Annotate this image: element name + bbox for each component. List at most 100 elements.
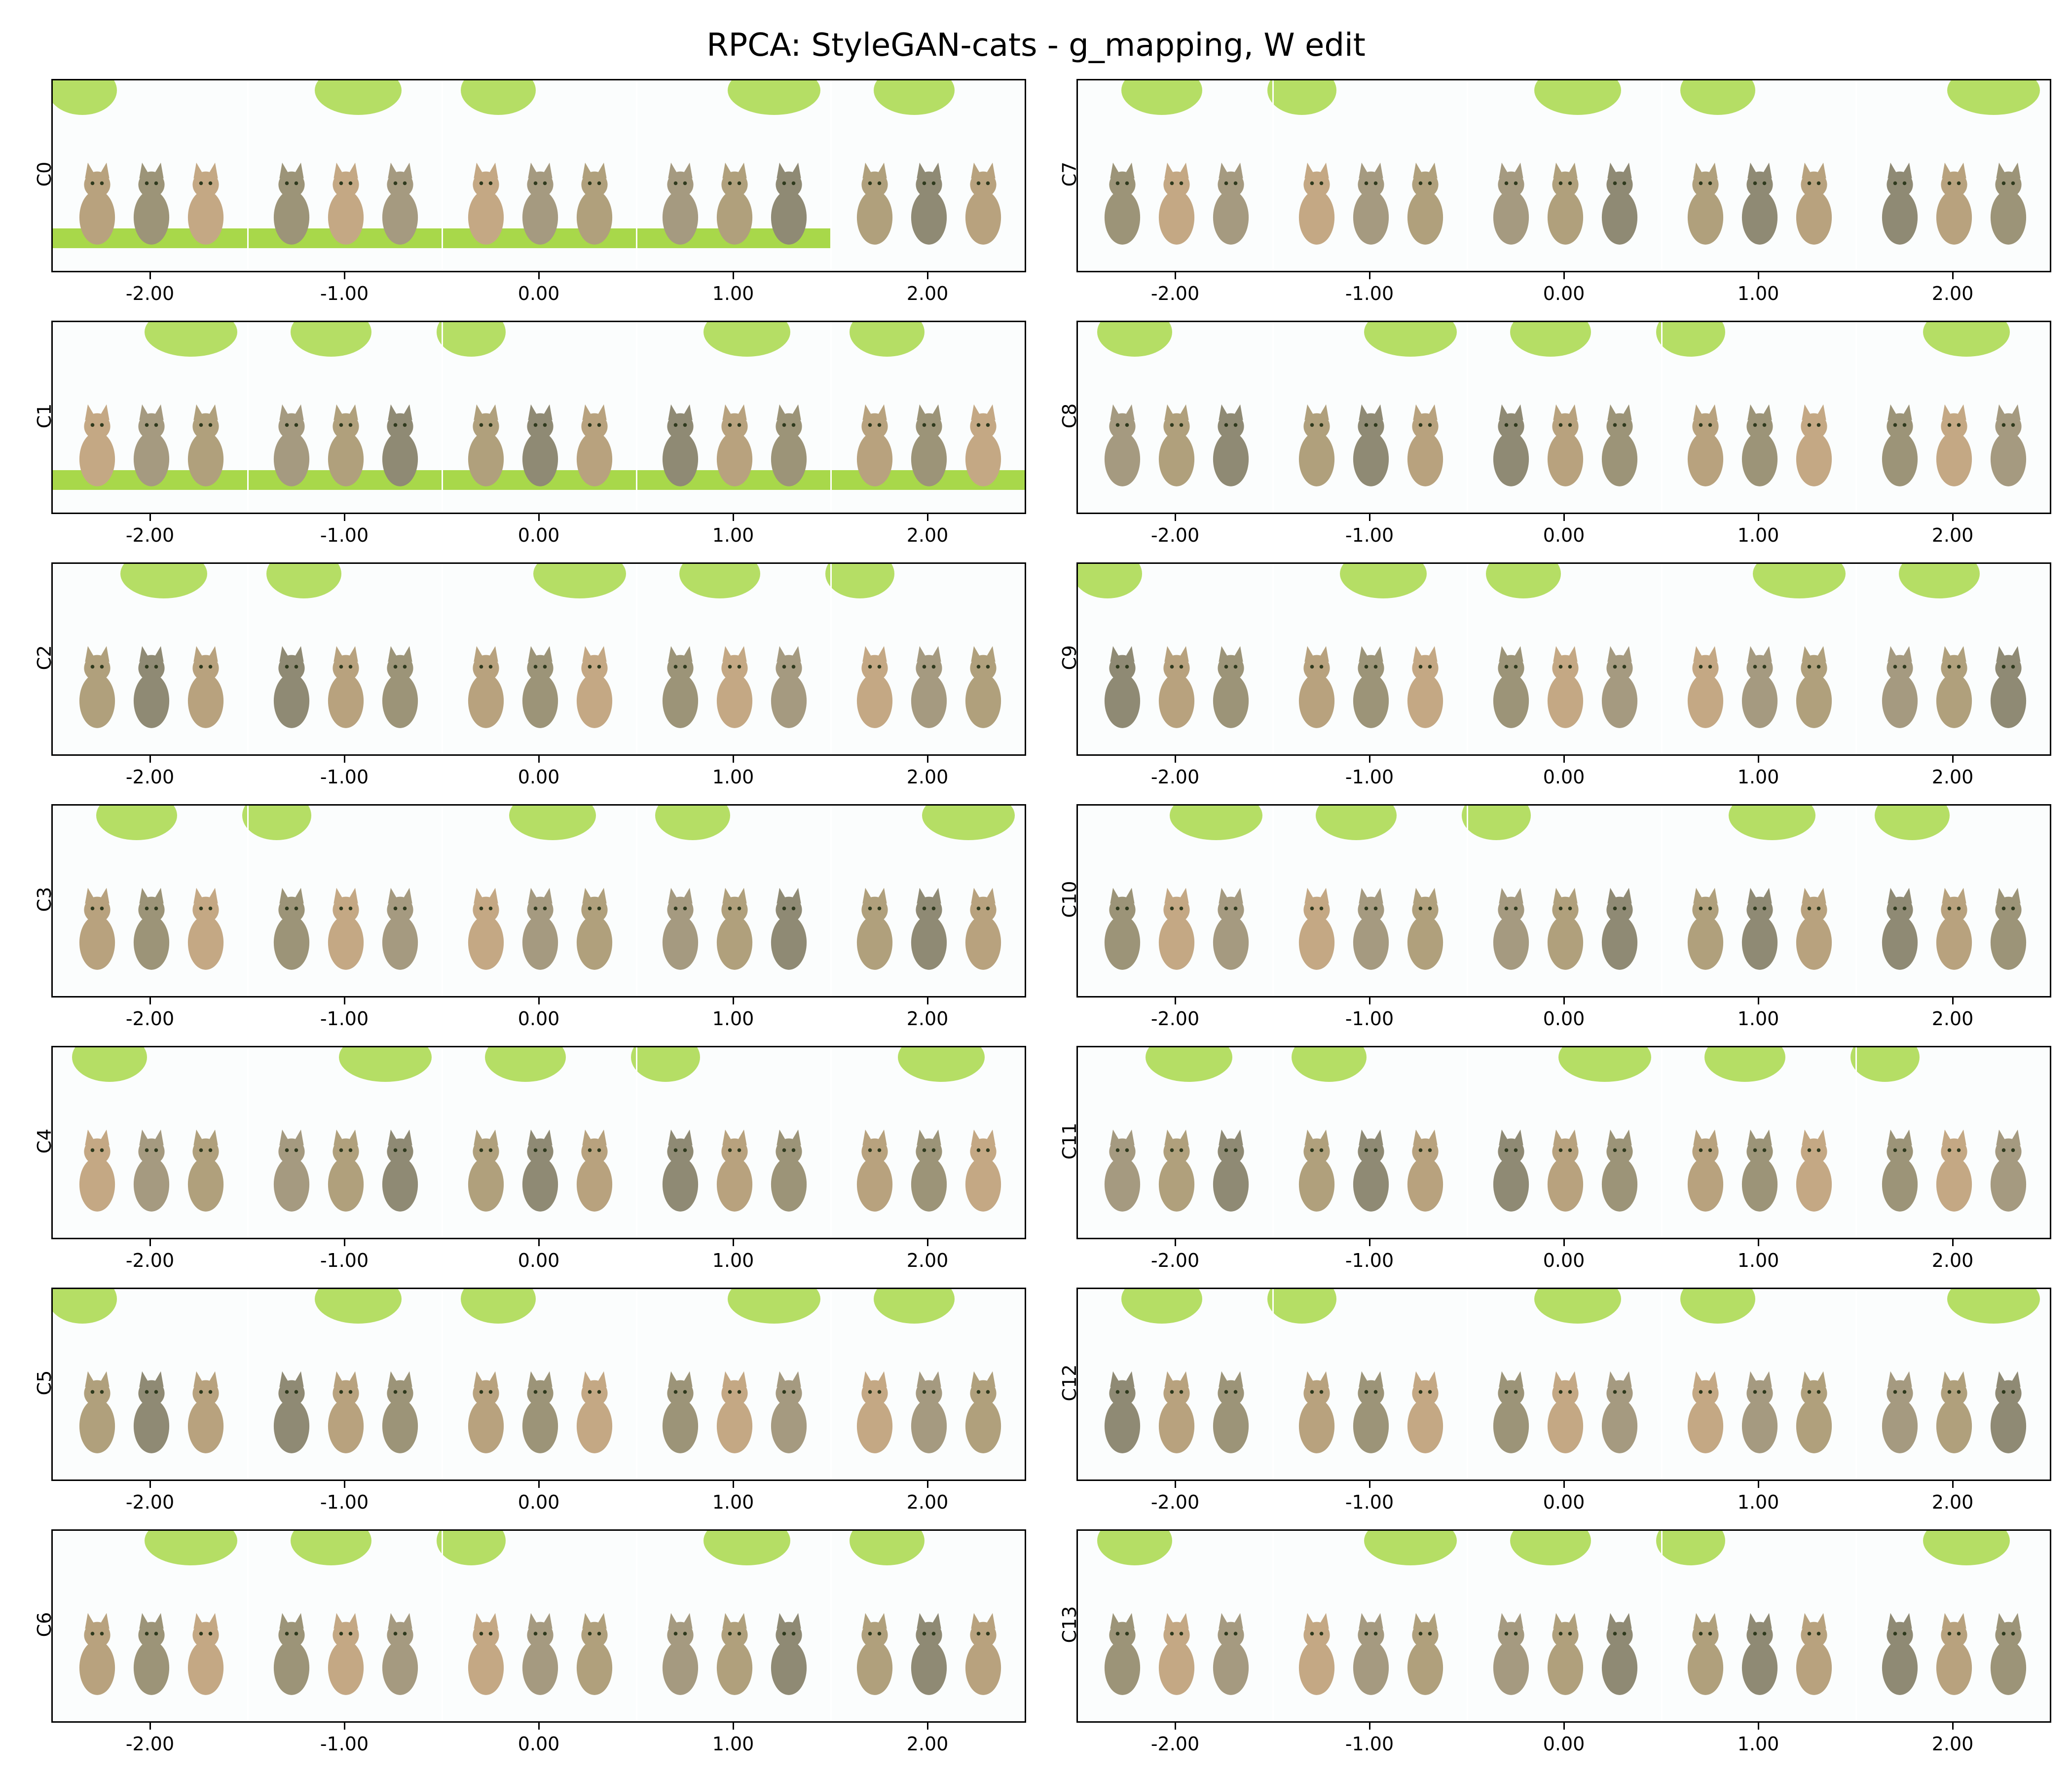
foliage-blob: [728, 80, 820, 115]
x-tick-label: 1.00: [1737, 283, 1779, 304]
x-tick-mark: [1369, 998, 1370, 1004]
cat-figure: [771, 1371, 807, 1453]
cat-figure: [576, 646, 613, 728]
cat-figure: [576, 404, 613, 486]
generated-image: [247, 1047, 442, 1238]
cat-figure: [716, 1613, 753, 1695]
cat-figure: [1493, 1371, 1529, 1453]
cat-figure: [328, 162, 364, 245]
x-tick-label: 1.00: [712, 1491, 754, 1513]
x-tick-label: -2.00: [1150, 1008, 1200, 1030]
foliage-blob: [120, 564, 207, 598]
cat-figure: [382, 646, 418, 728]
x-tick-label: -1.00: [1345, 1008, 1394, 1030]
cat-figure: [1796, 646, 1832, 728]
generated-image: [1078, 564, 1272, 754]
x-tick-label: 2.00: [1931, 1491, 1974, 1513]
foliage-blob: [1146, 1047, 1232, 1082]
foliage-blob: [1923, 1531, 2010, 1565]
cat-figure: [662, 1613, 699, 1695]
cat-figure: [911, 162, 947, 245]
x-tick-mark: [538, 272, 540, 279]
cat-figure: [382, 1613, 418, 1695]
x-tick-label: 2.00: [1931, 1250, 1974, 1271]
cat-figure: [1407, 1371, 1443, 1453]
x-tick-mark: [1369, 1481, 1370, 1488]
foliage-blob: [509, 806, 596, 840]
cat-figure: [1936, 888, 1972, 970]
cat-figure: [328, 1371, 364, 1453]
x-tick-label: -1.00: [320, 1491, 369, 1513]
x-tick-mark: [927, 1239, 928, 1246]
cat-figure: [856, 1371, 893, 1453]
x-tick-mark: [927, 1723, 928, 1730]
foliage-blob: [1680, 80, 1755, 115]
cat-figure: [79, 404, 115, 486]
image-strip-frame: [1076, 1288, 2051, 1481]
cat-figure: [382, 1371, 418, 1453]
foliage-blob: [1462, 806, 1531, 840]
generated-image: [1078, 80, 1272, 271]
x-tick-mark: [733, 1723, 734, 1730]
cat-figure: [522, 646, 558, 728]
generated-image: [53, 564, 247, 754]
cat-figure: [273, 888, 310, 970]
x-tick-label: -2.00: [1150, 1491, 1200, 1513]
foliage-blob: [1097, 322, 1172, 357]
cat-figure: [1990, 162, 2027, 245]
x-tick-mark: [1175, 998, 1176, 1004]
cat-figure: [1687, 1371, 1724, 1453]
x-tick-mark: [1369, 756, 1370, 763]
x-tick-mark: [344, 272, 345, 279]
x-tick-mark: [149, 756, 151, 763]
foliage-blob: [1292, 1047, 1367, 1082]
foliage-blob: [315, 1289, 402, 1324]
cat-figure: [1601, 162, 1638, 245]
generated-image: [1462, 806, 1661, 996]
cat-figure: [1298, 404, 1335, 486]
foliage-blob: [533, 564, 626, 598]
cat-figure: [965, 1613, 1001, 1695]
cat-figure: [1796, 404, 1832, 486]
generated-image: [242, 806, 442, 996]
image-strip-frame: [51, 562, 1026, 756]
generated-image: [1467, 564, 1661, 754]
cat-figure: [1298, 1129, 1335, 1212]
cat-figure: [1990, 646, 2027, 728]
cat-figure: [856, 162, 893, 245]
x-tick-label: -1.00: [1345, 283, 1394, 304]
cat-figure: [1601, 1129, 1638, 1212]
cat-figure: [522, 404, 558, 486]
cat-figure: [576, 1371, 613, 1453]
cat-figure: [1104, 1371, 1141, 1453]
cat-figure: [1687, 646, 1724, 728]
image-strip: [53, 322, 1025, 513]
x-tick-label: -1.00: [1345, 1733, 1394, 1755]
generated-image: [1661, 80, 1855, 271]
x-tick-label: -1.00: [1345, 766, 1394, 788]
x-tick-mark: [1758, 514, 1759, 521]
cat-figure: [1298, 888, 1335, 970]
foliage-blob: [72, 1047, 147, 1082]
cat-figure: [1882, 404, 1918, 486]
image-strip: [1078, 564, 2050, 754]
x-tick-mark: [1175, 514, 1176, 521]
cat-figure: [187, 1613, 224, 1695]
generated-image: [1855, 806, 2050, 996]
image-strip: [1078, 1047, 2050, 1238]
cat-figure: [856, 888, 893, 970]
foliage-blob: [655, 806, 730, 840]
x-tick-mark: [927, 514, 928, 521]
component-label: C0: [34, 161, 55, 187]
generated-image: [1661, 1047, 1855, 1238]
foliage-blob: [291, 1531, 371, 1565]
x-tick-mark: [733, 272, 734, 279]
generated-image: [1078, 322, 1272, 513]
cat-figure: [576, 1129, 613, 1212]
x-tick-label: -2.00: [1150, 766, 1200, 788]
generated-image: [1467, 1289, 1661, 1480]
generated-image: [442, 564, 636, 754]
foliage-blob: [1923, 322, 2010, 357]
foliage-blob: [461, 1289, 536, 1324]
generated-image: [1661, 564, 1855, 754]
